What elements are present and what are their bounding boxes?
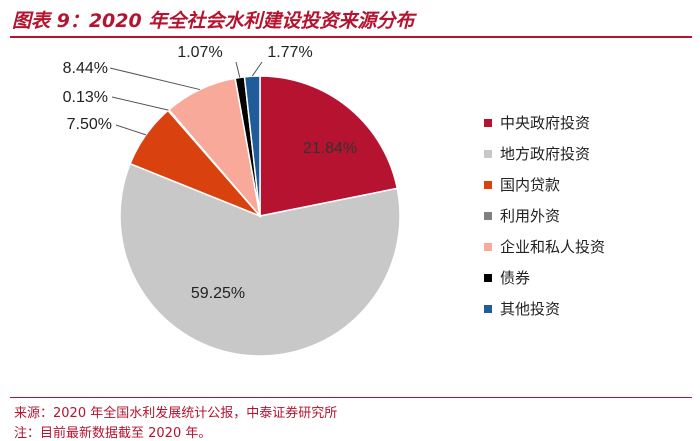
slice-label: 8.44% [63,60,108,77]
legend-label: 中央政府投资 [500,114,590,132]
source-note: 来源：2020 年全国水利发展统计公报，中泰证券研究所 [14,406,338,421]
legend-label: 利用外资 [500,207,560,225]
leader-line [115,124,147,136]
footnote: 注：目前最新数据截至 2020 年。 [14,426,212,441]
pie-slices [119,75,401,357]
leader-lines [109,61,263,136]
legend-label: 企业和私人投资 [500,238,605,256]
legend-swatch [484,119,492,127]
title-divider [10,36,692,38]
slice-labels: 21.84% 59.25% 7.50% 0.13% 8.44% 1.07% 1.77% [63,44,358,302]
slice-label: 7.50% [67,116,112,133]
slice-label: 0.13% [63,89,108,106]
legend-swatch [484,212,492,220]
legend-swatch [484,274,492,282]
legend-swatch [484,150,492,158]
footer-divider [10,397,692,398]
leader-line [251,61,263,77]
slice-label: 21.84% [303,140,357,157]
legend-swatch [484,243,492,251]
chart-title: 图表 9：2020 年全社会水利建设投资来源分布 [12,10,415,32]
leader-line [235,61,241,78]
slice-label: 59.25% [191,285,245,302]
leader-line [111,96,169,111]
pie-slice [259,75,399,217]
slice-label: 1.07% [177,44,222,61]
legend-label: 国内贷款 [500,176,560,194]
pie-slice [243,75,261,217]
legend-swatch [484,305,492,313]
pie-slice [119,162,401,357]
legend-label: 其他投资 [500,300,560,318]
legend-label: 债券 [500,269,530,287]
legend-label: 地方政府投资 [500,145,590,163]
legend-swatch [484,181,492,189]
slice-label: 1.77% [267,44,312,61]
leader-line [109,67,201,91]
